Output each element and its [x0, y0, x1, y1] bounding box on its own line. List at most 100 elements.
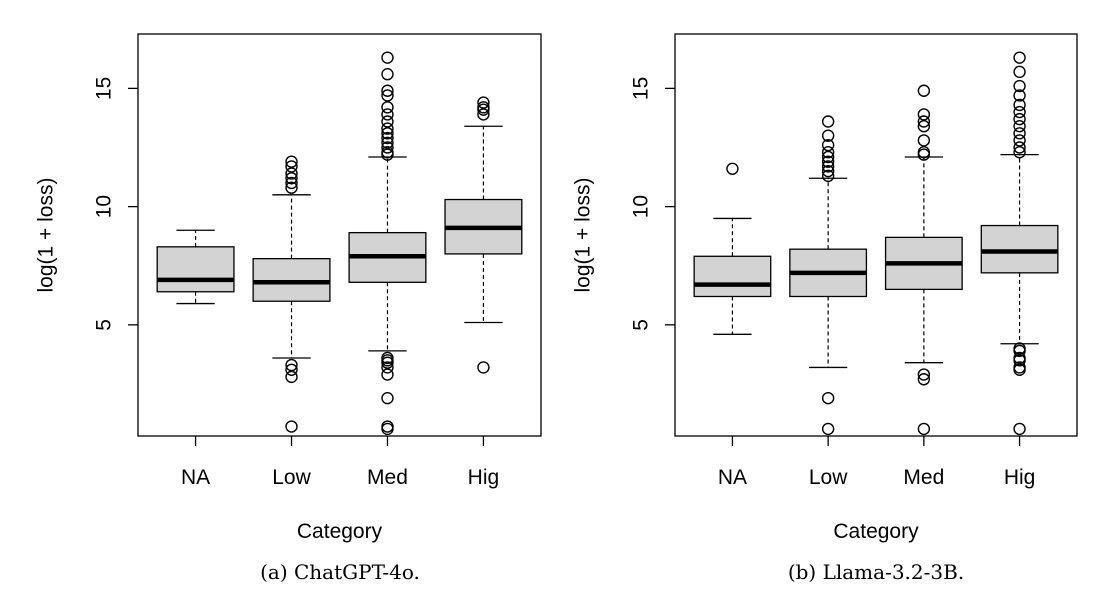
- outlier-point: [285, 167, 298, 180]
- plot-frame: [674, 33, 1078, 437]
- outlier-point: [285, 181, 298, 194]
- outlier-point: [821, 160, 835, 173]
- outlier-point: [381, 141, 394, 154]
- outlier-point: [381, 351, 394, 365]
- outlier-point: [917, 373, 931, 386]
- outlier-point: [381, 420, 394, 433]
- y-axis-label: log(1 + loss): [35, 178, 58, 293]
- box-hig: [980, 51, 1059, 436]
- box-iqr: [156, 246, 235, 293]
- outlier-point: [821, 115, 835, 128]
- box-iqr: [252, 257, 331, 302]
- outlier-point: [477, 101, 490, 114]
- y-tick-label-10: 10: [630, 195, 653, 218]
- outlier-point: [381, 51, 394, 64]
- x-tick-label-med: Med: [367, 466, 408, 489]
- outlier-point: [381, 122, 394, 135]
- chart-panel-b: 5 10 15 log(1 + loss) NA Low Med Hig Category (b)…: [572, 33, 1078, 584]
- outlier-point: [821, 150, 835, 164]
- box-na: [693, 162, 772, 335]
- x-axis-label: Category: [833, 520, 919, 543]
- outlier-point: [821, 155, 835, 168]
- y-tick-label-15: 15: [630, 77, 653, 100]
- outlier-point: [1013, 342, 1026, 355]
- outlier-point: [1013, 65, 1026, 79]
- box-med: [348, 51, 427, 436]
- outlier-point: [1013, 98, 1026, 112]
- outlier-point: [1013, 51, 1026, 64]
- outlier-point: [1013, 112, 1026, 126]
- outlier-point: [381, 422, 394, 436]
- outlier-point: [1013, 127, 1026, 140]
- outlier-point: [381, 361, 394, 374]
- outlier-point: [381, 146, 394, 159]
- outlier-point: [821, 146, 835, 159]
- y-axis-label: log(1 + loss): [572, 178, 595, 293]
- y-tick-label-15: 15: [93, 77, 116, 100]
- outlier-point: [381, 131, 394, 145]
- x-tick-label-hig: Hig: [468, 466, 500, 489]
- outlier-point: [917, 134, 931, 147]
- x-tick-label-med: Med: [903, 466, 944, 489]
- x-axis-label: Category: [297, 520, 383, 543]
- y-tick-label-5: 5: [630, 319, 653, 331]
- outlier-point: [1013, 422, 1026, 436]
- outlier-point: [381, 354, 394, 367]
- y-tick-label-5: 5: [93, 319, 116, 331]
- box-na: [156, 229, 235, 305]
- x-tick-label-hig: Hig: [1004, 466, 1036, 489]
- outlier-point: [381, 115, 394, 128]
- chart-panel-a: 5 10 15 log(1 + loss) NA Low Med Hig Category (a)…: [35, 33, 542, 584]
- outlier-point: [381, 84, 394, 97]
- x-tick-label-na: NA: [718, 466, 747, 489]
- outlier-point: [1013, 79, 1026, 93]
- outlier-point: [1013, 120, 1026, 133]
- outlier-point: [1013, 361, 1026, 374]
- outlier-point: [1013, 141, 1026, 154]
- outlier-point: [821, 129, 835, 142]
- outlier-point: [1013, 105, 1026, 119]
- outlier-point: [381, 368, 394, 381]
- x-tick-label-low: Low: [809, 466, 848, 489]
- outlier-point: [285, 358, 298, 372]
- outlier-point: [381, 127, 394, 140]
- x-tick-label-low: Low: [272, 466, 311, 489]
- box-low: [789, 115, 868, 436]
- outlier-point: [821, 169, 835, 183]
- outlier-point: [1013, 351, 1026, 365]
- outlier-point: [381, 136, 394, 149]
- outlier-point: [821, 138, 835, 152]
- box-low: [252, 155, 331, 433]
- x-tick-label-na: NA: [181, 466, 210, 489]
- plot-frame: [137, 33, 542, 437]
- outlier-point: [477, 108, 490, 121]
- box-iqr: [980, 224, 1059, 274]
- outlier-point: [1013, 146, 1026, 159]
- outlier-point: [917, 115, 931, 128]
- outlier-point: [285, 172, 298, 185]
- outlier-point: [381, 108, 394, 121]
- outlier-point: [917, 84, 931, 97]
- outlier-point: [821, 391, 835, 405]
- outlier-point: [285, 363, 298, 376]
- outlier-point: [1013, 89, 1026, 102]
- outlier-point: [726, 162, 739, 175]
- outlier-point: [381, 101, 394, 114]
- figure-caption: (a) ChatGPT-4o.: [260, 560, 420, 584]
- box-hig: [444, 96, 523, 374]
- box-iqr: [693, 255, 772, 298]
- outlier-point: [821, 422, 835, 436]
- outlier-point: [917, 146, 931, 159]
- outlier-point: [821, 164, 835, 178]
- outlier-point: [477, 361, 490, 374]
- outlier-point: [381, 89, 394, 102]
- outlier-point: [917, 422, 931, 436]
- outlier-point: [917, 108, 931, 121]
- y-tick-label-10: 10: [93, 195, 116, 218]
- outlier-point: [917, 368, 931, 381]
- outlier-point: [285, 420, 298, 433]
- outlier-point: [1013, 134, 1026, 147]
- box-med: [884, 84, 963, 436]
- outlier-point: [285, 370, 298, 384]
- outlier-point: [285, 155, 298, 168]
